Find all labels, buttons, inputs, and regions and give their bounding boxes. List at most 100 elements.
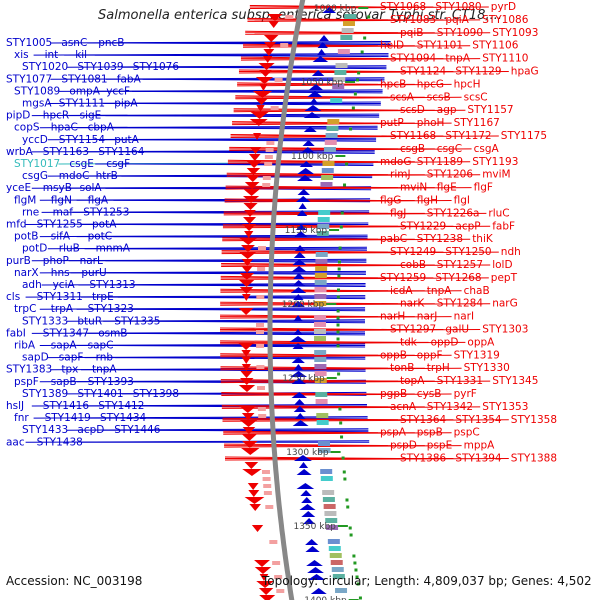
gene-label-minus: wrbA bbox=[6, 146, 34, 158]
gene-label-plus: oppD bbox=[431, 336, 459, 348]
gc-feature-dot bbox=[338, 407, 342, 411]
gene-label-plus: oppA bbox=[467, 336, 495, 348]
cog-feature-box bbox=[314, 294, 327, 299]
gene-label-plus: pspC bbox=[454, 427, 480, 439]
plus-strand-feature bbox=[249, 504, 261, 511]
cog-feature-box bbox=[342, 21, 355, 26]
gene-label-plus: flgH bbox=[417, 195, 438, 207]
gene-label-plus: oppF bbox=[417, 349, 443, 361]
plus-strand-feature bbox=[258, 588, 274, 595]
scale-label: 1150 kbp bbox=[285, 226, 328, 236]
gene-label-minus: putA bbox=[114, 134, 139, 146]
cog-feature-box bbox=[324, 140, 337, 145]
cog-feature-box bbox=[325, 133, 338, 138]
plus-strand-feature bbox=[258, 70, 273, 77]
gene-connector bbox=[123, 42, 391, 45]
cog-feature-box bbox=[317, 217, 330, 222]
plus-strand-feature bbox=[239, 238, 258, 245]
plus-strand-feature bbox=[241, 364, 252, 371]
gene-label-minus: STY1333 bbox=[22, 315, 68, 327]
minus-strand-feature bbox=[292, 280, 306, 286]
minus-strand-feature bbox=[298, 203, 307, 209]
plus-strand-feature bbox=[259, 595, 276, 600]
gene-label-minus: trpE bbox=[92, 291, 114, 303]
gene-label-minus: mfd bbox=[6, 219, 27, 231]
gene-label-plus: hpcH bbox=[454, 78, 481, 90]
gene-label-minus: narX bbox=[14, 267, 39, 279]
minus-strand-feature bbox=[309, 98, 319, 104]
gene-label-plus: STY1345 bbox=[492, 375, 538, 387]
gene-connector bbox=[221, 264, 491, 267]
gene-label-minus: ompA bbox=[69, 85, 100, 97]
gene-label-minus: STY1163 bbox=[43, 146, 89, 158]
minus-strand-feature bbox=[293, 273, 305, 279]
rna-feature-box bbox=[263, 491, 272, 495]
minus-strand-feature bbox=[291, 357, 305, 363]
gene-label-plus: narJ bbox=[417, 311, 438, 323]
gene-label-minus: STY1347 bbox=[43, 327, 89, 339]
plus-strand-feature bbox=[240, 371, 253, 378]
rna-feature-box bbox=[258, 414, 267, 418]
gc-feature-dot bbox=[339, 421, 343, 425]
minus-strand-feature bbox=[312, 56, 329, 62]
gene-label-minus: fabI bbox=[6, 327, 26, 339]
gene-label-plus: STY1090 bbox=[437, 27, 483, 39]
gene-connector bbox=[224, 445, 462, 448]
plus-strand-feature bbox=[241, 357, 251, 364]
minus-strand-feature bbox=[293, 329, 303, 335]
gc-feature-dot bbox=[336, 295, 340, 299]
plus-strand-feature bbox=[264, 42, 276, 49]
cog-feature-box bbox=[320, 469, 333, 474]
gene-label-plus: csgC bbox=[437, 143, 462, 155]
gene-label-plus: narI bbox=[454, 311, 475, 323]
minus-strand-feature bbox=[293, 399, 306, 405]
gene-label-plus: icdA bbox=[390, 285, 413, 297]
gene-connector bbox=[117, 369, 366, 372]
gene-label-minus: STY1389 bbox=[22, 388, 68, 400]
rna-feature-box bbox=[256, 330, 265, 334]
cog-feature-box bbox=[340, 35, 353, 40]
cog-feature-box bbox=[316, 231, 329, 236]
gene-label-plus: STY1175 bbox=[501, 130, 547, 142]
gene-connector bbox=[158, 320, 366, 324]
gene-connector bbox=[94, 54, 389, 58]
rna-feature-box bbox=[256, 365, 265, 369]
gene-label-plus: cobB bbox=[400, 259, 426, 271]
rna-feature-box bbox=[264, 155, 273, 159]
gc-feature-dot bbox=[336, 330, 340, 334]
gene-label-plus: putP bbox=[380, 117, 404, 129]
plus-strand-feature bbox=[243, 189, 260, 196]
plus-strand-feature bbox=[253, 133, 262, 140]
gene-label-minus: STY1154 bbox=[59, 134, 106, 146]
gene-label-plus: STY1386 bbox=[400, 453, 447, 465]
gc-feature-dot bbox=[349, 127, 353, 131]
gene-label-plus: STY1206 bbox=[427, 169, 474, 181]
cog-feature-box bbox=[320, 182, 333, 187]
gene-connector bbox=[113, 345, 366, 348]
plus-strand-feature bbox=[243, 217, 257, 224]
gc-feature-dot bbox=[340, 435, 344, 439]
gene-label-minus: cls bbox=[6, 291, 20, 303]
minus-strand-feature bbox=[290, 371, 308, 377]
gene-label-plus: pqiB bbox=[400, 27, 423, 39]
plus-strand-feature bbox=[246, 161, 262, 168]
gene-label-minus: rnb bbox=[96, 352, 114, 364]
gene-label-plus: STY1303 bbox=[482, 324, 528, 336]
gene-label-minus: trpC bbox=[14, 303, 36, 315]
gene-label-minus: purB bbox=[6, 255, 31, 267]
gene-label-minus: maf bbox=[53, 206, 74, 218]
cog-feature-box bbox=[324, 511, 337, 516]
cog-feature-box bbox=[337, 49, 350, 54]
gc-feature-dot bbox=[346, 505, 350, 509]
gene-label-plus: STY1124 bbox=[400, 66, 447, 78]
gene-label-plus: fabF bbox=[492, 220, 515, 232]
gene-label-minus: csgF bbox=[106, 158, 130, 170]
cog-feature-box bbox=[322, 161, 335, 166]
gene-label-plus: scsB bbox=[427, 91, 451, 103]
gene-label-minus: STY1020 bbox=[22, 61, 68, 73]
scale-label: 1000 kbp bbox=[314, 4, 357, 14]
gene-connector bbox=[177, 66, 387, 70]
cog-feature-box bbox=[335, 63, 348, 68]
gene-label-plus: STY1189 bbox=[417, 156, 463, 168]
gene-label-minus: yceE bbox=[6, 182, 31, 194]
